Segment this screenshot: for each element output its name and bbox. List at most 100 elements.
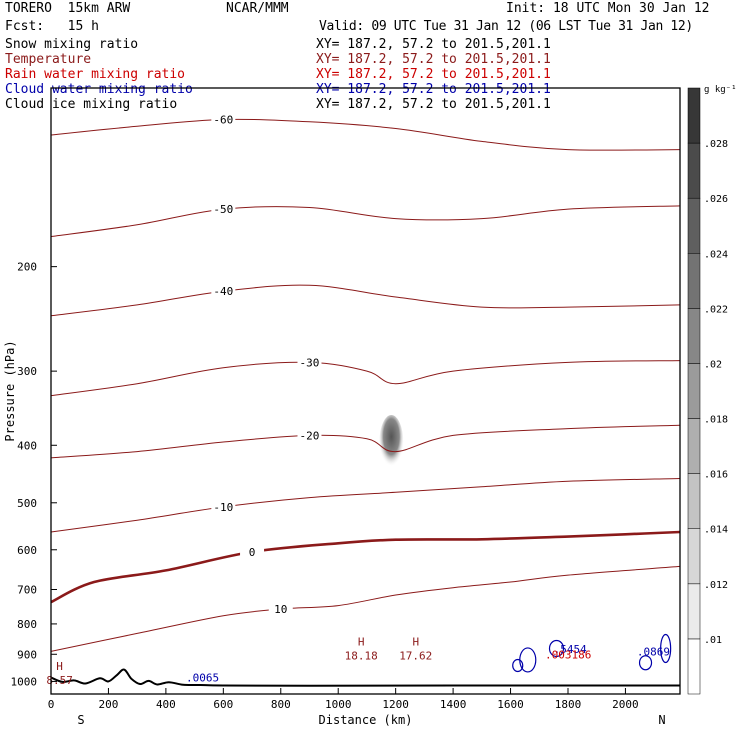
south-label: S xyxy=(77,713,84,727)
x-tick-label: 2000 xyxy=(612,698,639,711)
cloud-water-contour xyxy=(512,658,524,673)
x-tick-label: 1000 xyxy=(325,698,352,711)
y-tick-label: 1000 xyxy=(11,675,38,688)
colorbar-tick-label: .014 xyxy=(704,525,728,536)
contour-label-bg xyxy=(211,202,236,215)
x-tick-label: 600 xyxy=(213,698,233,711)
contour-label-bg xyxy=(297,355,322,368)
temperature-contour-label: -40 xyxy=(213,285,233,298)
x-tick-label: 400 xyxy=(156,698,176,711)
colorbar-segment xyxy=(687,197,701,254)
temperature-contour xyxy=(50,118,681,151)
x-tick-label: 1600 xyxy=(497,698,524,711)
cloud-water-contour xyxy=(519,647,537,673)
x-tick-label: 1800 xyxy=(555,698,582,711)
temperature-contour-label: -20 xyxy=(300,429,320,442)
rain-water-label: .003186 xyxy=(545,649,591,662)
temperature-contour xyxy=(50,360,681,397)
colorbar-tick-label: .018 xyxy=(704,415,728,426)
field-xy-cloud-water: XY= 187.2, 57.2 to 201.5,201.1 xyxy=(316,82,551,97)
y-tick-label: 700 xyxy=(17,584,37,597)
y-axis-label: Pressure (hPa) xyxy=(3,340,17,441)
colorbar-segment xyxy=(687,638,701,695)
x-tick-label: 1200 xyxy=(382,698,409,711)
contour-label-bg xyxy=(268,601,293,614)
field-xy-snow: XY= 187.2, 57.2 to 201.5,201.1 xyxy=(316,37,551,52)
colorbar-segment xyxy=(687,418,701,474)
colorbar-unit-label: g kg⁻¹ xyxy=(704,85,737,95)
colorbar-segment xyxy=(687,473,701,529)
cloud-water-contour xyxy=(638,655,653,671)
colorbar-segment xyxy=(687,142,701,199)
cloud-ice-area xyxy=(379,415,404,470)
temperature-contour-label: -30 xyxy=(300,356,320,369)
fcst-label: Fcst: 15 h xyxy=(5,19,99,34)
colorbar-segment xyxy=(687,528,701,585)
temperature-contour xyxy=(50,530,681,604)
contour-label-bg xyxy=(211,499,236,512)
temperature-contour xyxy=(50,478,681,533)
field-name-rain: Rain water mixing ratio xyxy=(5,67,186,82)
y-tick-label: 400 xyxy=(17,439,37,452)
colorbar-segment xyxy=(687,363,701,419)
colorbar-segment xyxy=(687,253,701,309)
temperature-contour-label: -50 xyxy=(213,203,233,216)
y-tick-label: 200 xyxy=(17,261,37,274)
colorbar-tick-label: .02 xyxy=(704,359,722,370)
contour-label-bg xyxy=(240,544,265,557)
cloud-water-label: .0065 xyxy=(186,671,219,684)
colorbar-tick-label: .022 xyxy=(704,304,728,315)
y-tick-label: 900 xyxy=(17,648,37,661)
cloud-water-contour xyxy=(548,639,565,658)
x-tick-label: 200 xyxy=(99,698,119,711)
temperature-contour-label: 10 xyxy=(274,603,287,616)
colorbar-tick-label: .012 xyxy=(704,580,728,591)
temperature-contour-label: -60 xyxy=(213,113,233,126)
field-name-cloud-ice: Cloud ice mixing ratio xyxy=(5,97,178,112)
high-value-label: 17.62 xyxy=(399,650,432,663)
colorbar-tick-label: .024 xyxy=(704,249,728,260)
model-label: TORERO 15km ARW xyxy=(5,1,131,16)
y-tick-label: 300 xyxy=(17,365,37,378)
contour-label-bg xyxy=(211,284,236,297)
cloud-water-label: .0869 xyxy=(637,646,670,659)
temperature-contour-label: -10 xyxy=(213,501,233,514)
field-name-temperature: Temperature xyxy=(5,52,92,67)
field-xy-rain: XY= 187.2, 57.2 to 201.5,201.1 xyxy=(316,67,551,82)
colorbar-segment xyxy=(687,87,701,144)
x-tick-label: 800 xyxy=(271,698,291,711)
org-label: NCAR/MMM xyxy=(226,1,289,16)
temperature-contour xyxy=(50,424,681,459)
temperature-contour-label: 0 xyxy=(249,546,256,559)
high-marker: H xyxy=(412,636,419,649)
high-marker: H xyxy=(56,660,63,673)
colorbar-tick-label: .026 xyxy=(704,194,728,205)
valid-label: Valid: 09 UTC Tue 31 Jan 12 (06 LST Tue … xyxy=(319,19,693,34)
x-tick-label: 0 xyxy=(48,698,55,711)
field-name-snow: Snow mixing ratio xyxy=(5,37,139,52)
cloud-water-contour xyxy=(660,633,672,664)
high-value-label: 18.18 xyxy=(345,650,378,663)
high-marker: H xyxy=(358,636,365,649)
x-axis-label: Distance (km) xyxy=(319,713,413,727)
temperature-contour xyxy=(50,205,681,238)
init-label: Init: 18 UTC Mon 30 Jan 12 xyxy=(506,1,710,16)
contour-label-bg xyxy=(297,428,322,441)
terrain-line xyxy=(50,668,680,687)
y-tick-label: 600 xyxy=(17,544,37,557)
field-xy-cloud-ice: XY= 187.2, 57.2 to 201.5,201.1 xyxy=(316,97,551,112)
field-xy-temperature: XY= 187.2, 57.2 to 201.5,201.1 xyxy=(316,52,551,67)
colorbar-tick-label: .028 xyxy=(704,139,728,150)
colorbar-tick-label: .01 xyxy=(704,635,722,646)
north-label: N xyxy=(658,713,665,727)
x-tick-label: 1400 xyxy=(440,698,467,711)
field-name-cloud-water: Cloud water mixing ratio xyxy=(5,82,193,97)
y-tick-label: 800 xyxy=(17,618,37,631)
colorbar-segment xyxy=(687,308,701,364)
plot-frame xyxy=(50,87,681,695)
colorbar-segment xyxy=(687,583,701,640)
colorbar-tick-label: .016 xyxy=(704,470,728,481)
y-tick-label: 500 xyxy=(17,497,37,510)
